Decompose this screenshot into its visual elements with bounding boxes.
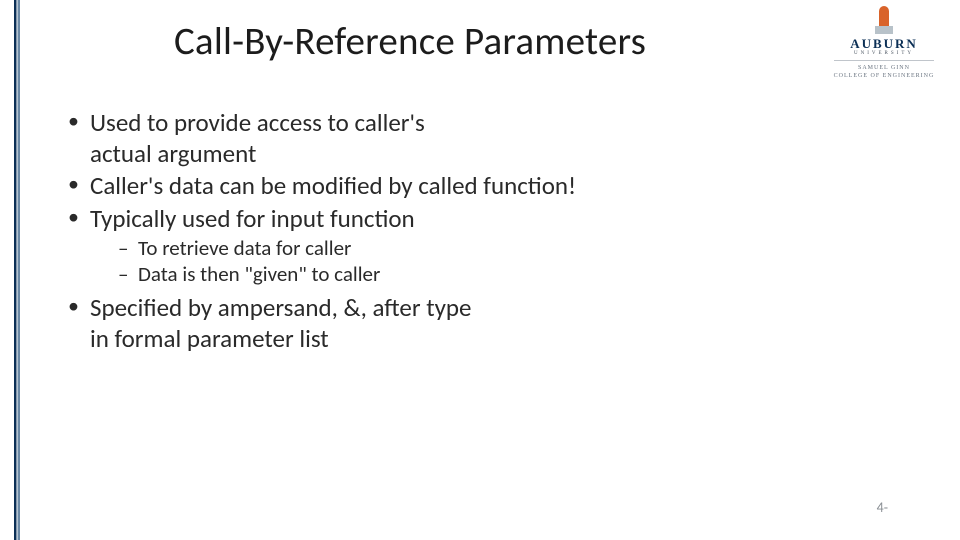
logo-college-line1: SAMUEL GINN: [824, 65, 944, 73]
slide-body: Used to provide access to caller's actua…: [62, 108, 920, 356]
slide-title: Call-By-Reference Parameters: [0, 18, 820, 65]
bullet-1-line1: Used to provide access to caller's: [90, 107, 425, 138]
subbullet-3-1: To retrieve data for caller: [116, 236, 920, 262]
logo-tower-icon: [875, 6, 893, 34]
left-accent-rule: [14, 0, 20, 540]
bullet-3-line1: Typically used for input function: [90, 203, 415, 234]
logo-college-line2: COLLEGE OF ENGINEERING: [824, 73, 944, 81]
bullet-2: Caller's data can be modified by called …: [62, 171, 920, 202]
bullet-3: Typically used for input function To ret…: [62, 204, 920, 288]
subbullet-3-2: Data is then "given" to caller: [116, 262, 920, 288]
bullet-4-line1: Specified by ampersand, &, after type: [90, 292, 472, 323]
logo-separator: [834, 60, 934, 61]
logo-wordmark: AUBURN: [824, 36, 944, 52]
auburn-logo: AUBURN UNIVERSITY SAMUEL GINN COLLEGE OF…: [824, 6, 944, 81]
bullet-4: Specified by ampersand, &, after type in…: [62, 293, 920, 354]
bullet-1: Used to provide access to caller's actua…: [62, 108, 920, 169]
logo-subtext: UNIVERSITY: [824, 51, 944, 56]
bullet-4-line2: in formal parameter list: [90, 323, 329, 354]
page-number: 4-: [877, 499, 888, 516]
bullet-1-line2: actual argument: [90, 138, 256, 169]
bullet-2-line1: Caller's data can be modified by called …: [90, 170, 576, 201]
